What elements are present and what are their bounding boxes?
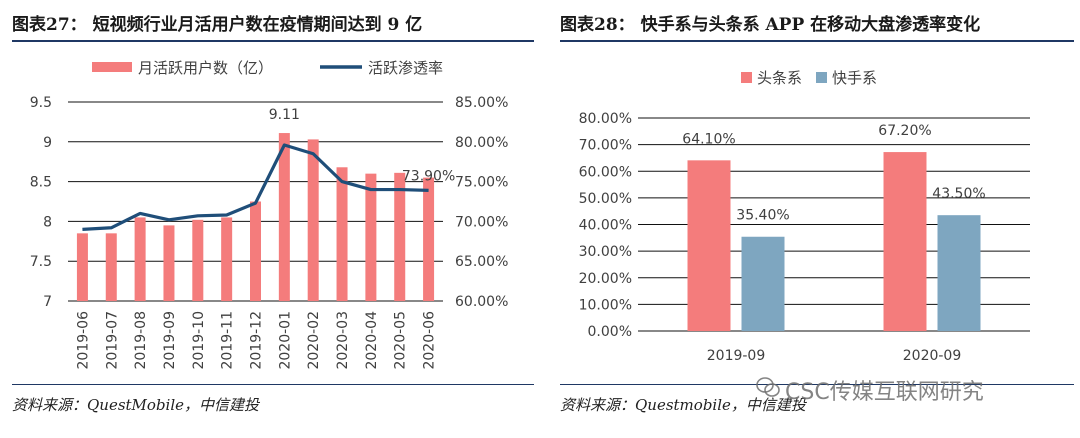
x-tick-label: 2020-06 [422, 311, 438, 370]
y-tick-label: 30.00% [579, 244, 632, 260]
y-tick-label: 10.00% [579, 297, 632, 313]
figure-27-title: 图表27： 短视频行业月活用户数在疫情期间达到 9 亿 [12, 15, 423, 35]
x-tick-label: 2019-06 [75, 311, 91, 370]
y-tick-label: 80.00% [579, 111, 632, 127]
bar-toutiao [687, 160, 731, 331]
bar-mau [307, 139, 319, 301]
x-tick-label: 2019-09 [162, 311, 178, 370]
line-penetration [82, 143, 429, 231]
title-rule [12, 40, 534, 42]
y-left-tick-label: 9 [43, 135, 52, 151]
legend-swatch-kuaishou [816, 72, 827, 83]
legend-label-bar: 月活跃用户数（亿） [138, 59, 273, 77]
y-tick-label: 40.00% [579, 218, 632, 234]
y-left-tick-label: 8 [43, 214, 52, 230]
y-right-tick-label: 65.00% [455, 254, 508, 270]
bar-kuaishou [937, 215, 981, 331]
bar-mau [336, 167, 348, 301]
y-right-tick-label: 70.00% [455, 214, 508, 230]
wechat-icon [756, 377, 780, 397]
y-right-tick-label: 85.00% [455, 95, 508, 111]
y-tick-label: 20.00% [579, 271, 632, 287]
bar-mau [365, 173, 377, 301]
x-tick-label: 2020-04 [364, 311, 380, 370]
bar-mau [394, 172, 406, 301]
y-left-tick-label: 9.5 [30, 95, 52, 111]
source-rule [560, 384, 1074, 385]
bar-mau [250, 201, 261, 301]
figure-28-source: 资料来源：Questmobile，中信建投 [560, 396, 806, 414]
legend-swatch-bar [92, 62, 132, 72]
figure-27-source: 资料来源：QuestMobile，中信建投 [12, 396, 260, 414]
y-tick-label: 0.00% [588, 324, 632, 340]
y-left-tick-label: 7 [43, 294, 52, 310]
figure-28-title: 图表28： 快手系与头条系 APP 在移动大盘渗透率变化 [560, 15, 981, 35]
bar-mau [423, 177, 435, 301]
x-tick-label: 2019-11 [220, 311, 236, 370]
data-label: 73.90% [402, 168, 455, 184]
bar-mau [221, 217, 233, 301]
y-tick-label: 70.00% [579, 138, 632, 154]
data-label: 67.20% [878, 123, 931, 139]
data-label: 9.11 [269, 107, 300, 123]
source-rule [12, 384, 534, 385]
x-tick-label: 2020-01 [277, 311, 293, 370]
y-right-tick-label: 80.00% [455, 135, 508, 151]
y-left-tick-label: 8.5 [30, 175, 52, 191]
y-tick-label: 50.00% [579, 191, 632, 207]
y-left-tick-label: 7.5 [30, 254, 52, 270]
mau-chart: 7 7.5 8 8.5 9 9.5 60.00% 65.00% 70.00% 75.00% 80.0… [30, 59, 509, 370]
bar-mau [163, 225, 175, 301]
legend-swatch-toutiao [741, 72, 752, 83]
x-tick-label: 2020-03 [335, 311, 351, 370]
y-right-tick-label: 60.00% [455, 294, 508, 310]
data-label: 43.50% [932, 186, 985, 202]
x-tick-label: 2020-05 [393, 311, 409, 370]
x-tick-label: 2020-02 [306, 311, 322, 370]
x-tick-label: 2020-09 [903, 348, 962, 364]
data-label: 64.10% [682, 131, 735, 147]
bar-mau [192, 219, 204, 301]
legend-label-kuaishou: 快手系 [832, 69, 877, 87]
bar-toutiao [883, 152, 927, 331]
figure-27: 图表27： 短视频行业月活用户数在疫情期间达到 9 亿 7 7.5 8 8.5 9 9.5… [12, 15, 534, 414]
x-tick-label: 2019-12 [249, 311, 265, 370]
watermark: CSC传媒互联网研究 [785, 380, 984, 405]
legend-label-toutiao: 头条系 [757, 69, 802, 87]
bar-mau [278, 133, 290, 301]
y-tick-label: 60.00% [579, 164, 632, 180]
penetration-chart: 0.00% 10.00% 20.00% 30.00% 40.00% 50.00% 60.00… [579, 69, 1030, 364]
bar-mau [76, 233, 88, 301]
legend-label-line: 活跃渗透率 [368, 59, 443, 77]
bar-kuaishou [741, 236, 785, 331]
x-tick-label: 2019-10 [191, 311, 207, 370]
figure-28: 图表28： 快手系与头条系 APP 在移动大盘渗透率变化 0.00% 10.00%… [548, 0, 1080, 438]
x-tick-label: 2019-08 [133, 311, 149, 370]
bar-mau [105, 233, 117, 301]
x-tick-label: 2019-09 [707, 348, 766, 364]
title-rule [560, 40, 1074, 42]
x-tick-label: 2019-07 [104, 311, 120, 370]
y-right-tick-label: 75.00% [455, 175, 508, 191]
data-label: 35.40% [736, 208, 789, 224]
bar-mau [134, 217, 146, 301]
